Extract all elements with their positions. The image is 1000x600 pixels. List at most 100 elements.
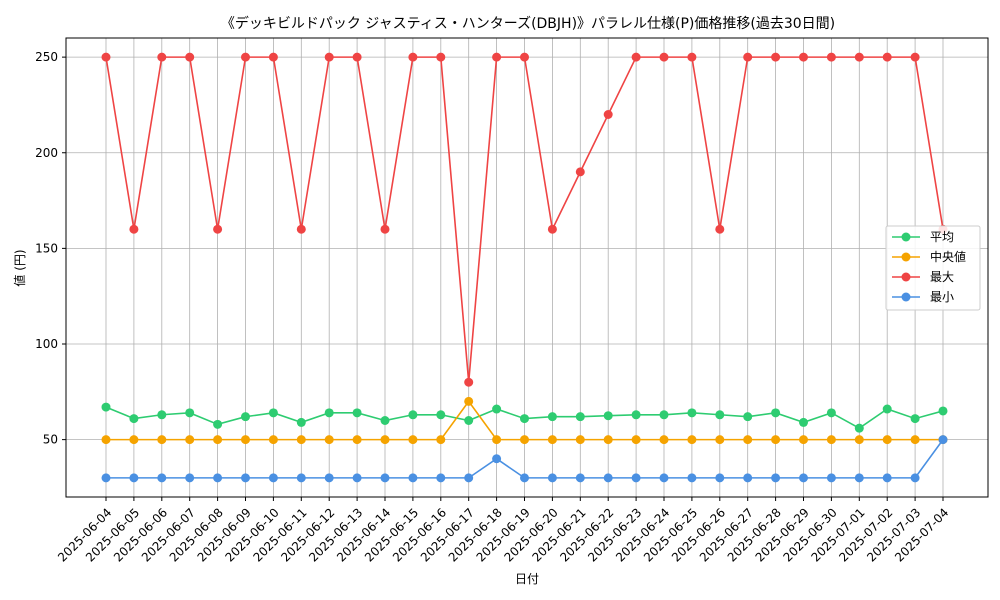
data-point: [324, 52, 334, 62]
data-point: [380, 473, 390, 483]
chart-title: 《デッキビルドパック ジャスティス・ハンターズ(DBJH)》パラレル仕様(P)価…: [221, 15, 835, 32]
grid: [66, 38, 988, 497]
legend-box: [885, 225, 981, 311]
data-point: [101, 473, 111, 483]
data-point: [575, 473, 585, 483]
data-point: [380, 224, 390, 234]
data-point: [185, 52, 195, 62]
data-point: [771, 408, 781, 418]
data-point: [659, 52, 669, 62]
data-point: [492, 52, 502, 62]
data-point: [687, 473, 697, 483]
data-point: [241, 412, 250, 422]
data-point: [910, 435, 920, 445]
data-point: [268, 473, 278, 483]
data-point: [436, 473, 446, 483]
y-tick-label: 250: [35, 50, 58, 64]
data-point: [603, 473, 613, 483]
data-point: [771, 52, 781, 62]
data-point: [464, 377, 474, 387]
data-point: [157, 473, 167, 483]
data-point: [715, 473, 725, 483]
data-point: [129, 224, 139, 234]
data-point: [324, 408, 334, 418]
data-point: [380, 416, 390, 425]
data-point: [826, 408, 836, 418]
data-point: [799, 435, 808, 445]
data-point: [129, 414, 139, 424]
data-point: [854, 473, 864, 483]
data-point: [603, 435, 613, 445]
data-point: [241, 52, 250, 62]
data-point: [296, 435, 306, 445]
data-point: [882, 52, 892, 62]
data-point: [464, 396, 474, 406]
x-ticks: 2025-06-042025-06-052025-06-062025-06-07…: [55, 497, 951, 565]
data-point: [938, 435, 948, 445]
data-point: [464, 416, 474, 425]
data-point: [213, 473, 223, 483]
data-point: [547, 435, 557, 445]
data-point: [631, 435, 641, 445]
series-3: [101, 435, 948, 483]
data-point: [185, 473, 195, 483]
data-point: [575, 412, 585, 422]
data-point: [687, 435, 697, 445]
data-point: [492, 404, 502, 414]
data-point: [854, 423, 864, 433]
data-point: [492, 435, 502, 445]
data-point: [715, 224, 725, 234]
data-point: [408, 435, 418, 445]
data-point: [743, 412, 753, 422]
data-point: [771, 473, 781, 483]
data-point: [268, 435, 278, 445]
y-tick-label: 200: [35, 146, 58, 160]
x-axis-label: 日付: [515, 572, 539, 586]
legend-label: 最大: [930, 270, 954, 284]
legend-swatch-marker: [901, 272, 911, 282]
data-point: [520, 52, 529, 62]
data-point: [129, 473, 139, 483]
data-point: [436, 52, 446, 62]
data-point: [547, 224, 557, 234]
data-point: [296, 417, 306, 427]
data-point: [882, 473, 892, 483]
data-point: [547, 412, 557, 422]
data-point: [771, 435, 781, 445]
data-point: [436, 410, 446, 420]
data-point: [631, 473, 641, 483]
data-point: [854, 52, 864, 62]
data-point: [631, 410, 641, 420]
data-point: [743, 52, 753, 62]
data-point: [296, 473, 306, 483]
data-point: [826, 52, 836, 62]
data-point: [910, 52, 920, 62]
y-tick-label: 100: [35, 337, 58, 351]
data-point: [157, 52, 167, 62]
data-point: [910, 473, 920, 483]
data-point: [826, 473, 836, 483]
series-layer: [101, 52, 948, 483]
data-point: [631, 52, 641, 62]
data-point: [743, 435, 753, 445]
plot-frame: [65, 37, 989, 498]
data-point: [575, 435, 585, 445]
y-ticks: 50 100 150 200 250: [35, 50, 66, 447]
legend-swatch-marker: [901, 232, 911, 242]
data-point: [352, 435, 362, 445]
data-point: [938, 406, 948, 416]
data-point: [882, 435, 892, 445]
legend-label: 中央値: [930, 249, 966, 264]
data-point: [520, 435, 529, 445]
data-point: [352, 52, 362, 62]
data-point: [492, 454, 502, 464]
data-point: [799, 52, 808, 62]
data-point: [910, 414, 920, 424]
data-point: [408, 473, 418, 483]
data-point: [101, 435, 111, 445]
series-2: [101, 52, 948, 387]
series-0: [101, 402, 948, 433]
data-point: [185, 408, 195, 418]
data-point: [101, 52, 111, 62]
data-point: [213, 419, 223, 429]
